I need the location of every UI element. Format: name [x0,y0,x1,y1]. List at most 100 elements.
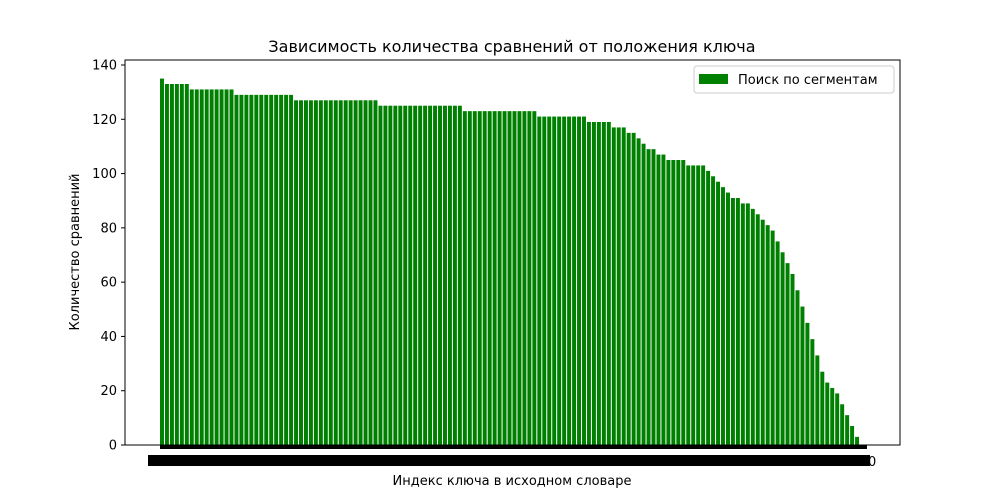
bar [626,132,631,446]
bar [189,89,194,446]
bar [582,116,586,445]
y-ticks: 0 20 40 60 80 100 120 140 [92,59,125,454]
bar-series [160,78,860,446]
bar [363,100,368,445]
bar [160,78,164,445]
bar [179,84,184,445]
bar [174,84,179,445]
bar [537,116,542,445]
bar [601,122,606,445]
bar [274,94,279,446]
bar [661,154,666,445]
bar [701,165,706,445]
bar [512,111,517,445]
bar [845,415,850,445]
bar [164,84,169,445]
bar [676,160,681,445]
bar [745,203,750,445]
bar [716,181,721,445]
bar [810,339,815,445]
bar [234,94,239,446]
bar [621,127,626,446]
bar [433,105,438,446]
chart-title: Зависимость количества сравнений от поло… [268,37,755,56]
bar [790,274,795,445]
bar [631,132,636,446]
bar [447,105,452,446]
bar [219,89,224,446]
bar [328,100,333,445]
bar [755,214,760,445]
y-tick-label: 80 [100,221,117,236]
bar [735,198,740,445]
bar [666,160,671,445]
bar [686,165,691,445]
bar [711,176,716,446]
bar [457,105,462,446]
bar [835,393,840,445]
plot-frame [124,59,901,446]
legend-label: Поиск по сегментам [738,73,878,88]
bar [308,100,313,445]
bar [522,111,527,445]
bar [527,111,532,445]
bar [562,116,567,445]
bar [477,111,482,445]
y-tick-label: 60 [100,276,117,291]
bar [487,111,492,445]
y-tick-label: 140 [92,59,117,74]
y-tick-label: 20 [100,384,117,399]
bar [353,100,358,445]
bar [259,94,264,446]
bar [765,225,770,445]
bar [681,160,686,445]
bar [348,100,353,445]
bar [596,122,601,445]
bar [194,89,199,446]
bar [532,111,537,445]
bar [721,187,725,445]
bar [696,165,701,445]
bar [452,105,457,446]
bar [830,388,835,445]
x-tick-label-last: 0 [868,455,876,470]
bar [229,89,234,446]
bar [725,192,730,445]
bar [651,149,656,445]
bar [204,89,209,446]
bar [388,105,393,446]
x-tick-labels-overlapped [148,455,870,466]
bar [557,116,562,445]
bar [442,105,447,446]
bar [730,198,735,445]
bar [413,105,418,446]
bar [264,94,269,446]
bar [333,100,338,445]
bar [760,219,765,445]
bar [318,100,323,445]
legend: Поиск по сегментам [693,65,895,94]
bar [393,105,398,446]
bar [423,105,428,446]
bar [169,84,174,445]
bar [438,105,442,446]
bar [403,105,408,446]
bar [805,322,810,445]
bar [517,111,522,445]
bar [358,100,363,445]
bar [611,127,616,446]
bar [224,89,229,446]
bar [279,94,284,446]
bar [691,165,696,445]
bar [472,111,477,445]
bar [373,100,378,445]
bar [636,138,641,446]
bar [199,89,204,446]
bar [239,94,244,446]
bar [586,122,591,445]
bar [671,160,676,445]
bar [616,127,621,446]
bar [284,94,289,446]
bar [254,94,259,446]
